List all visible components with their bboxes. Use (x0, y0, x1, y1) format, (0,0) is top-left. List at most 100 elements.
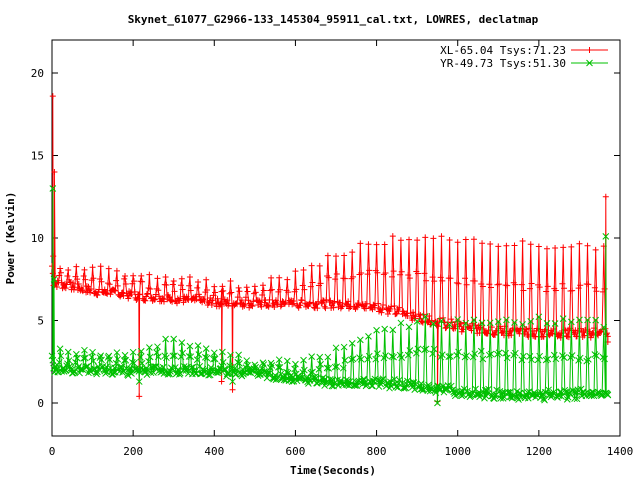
data-point-marker (79, 288, 86, 295)
x-tick-label: 600 (285, 445, 305, 458)
data-point-marker (350, 273, 357, 280)
data-point-marker (325, 274, 332, 281)
data-point-marker (142, 297, 149, 304)
data-point-marker (413, 318, 421, 325)
data-point-marker (321, 303, 328, 310)
data-point-marker (255, 297, 262, 304)
y-tick-label: 20 (31, 67, 44, 80)
data-point-marker (147, 285, 154, 292)
data-point-marker (438, 317, 445, 325)
data-point-marker (186, 274, 193, 281)
data-point-marker (120, 357, 128, 364)
data-point-marker (57, 352, 65, 360)
data-point-marker (573, 395, 581, 403)
data-point-marker (259, 291, 266, 298)
data-point-marker (390, 268, 397, 275)
data-point-marker (154, 275, 161, 282)
data-point-marker (163, 281, 170, 288)
data-point-marker (384, 311, 391, 318)
data-point-marker (329, 376, 337, 384)
data-point-marker (375, 300, 382, 307)
y-axis-label: Power (Kelvin) (4, 192, 17, 285)
data-point-marker (268, 286, 275, 293)
data-point-marker (138, 359, 146, 367)
data-point-marker (306, 300, 313, 307)
data-point-marker (373, 241, 380, 248)
data-point-marker (382, 270, 389, 277)
x-tick-label: 800 (367, 445, 387, 458)
data-point-marker (576, 316, 583, 324)
data-point-marker (170, 278, 177, 285)
data-point-marker (70, 280, 77, 287)
data-point-marker (103, 289, 110, 296)
data-point-marker (265, 303, 272, 310)
data-point-marker (445, 353, 453, 360)
data-point-marker (404, 351, 412, 359)
data-point-marker (463, 352, 470, 360)
data-point-marker (81, 266, 88, 273)
data-point-marker (324, 353, 332, 361)
data-point-marker (339, 303, 346, 310)
data-point-marker (122, 280, 129, 287)
data-point-marker (251, 361, 259, 369)
data-point-marker (50, 275, 58, 283)
data-point-marker (487, 284, 494, 291)
data-point-marker (152, 363, 160, 370)
data-point-marker (431, 278, 438, 285)
data-point-marker (560, 244, 567, 251)
data-point-marker (421, 313, 429, 320)
data-point-marker (601, 355, 608, 363)
data-point-marker (496, 281, 503, 288)
data-point-marker (559, 280, 566, 287)
data-point-marker (90, 275, 97, 282)
data-point-marker (560, 354, 568, 361)
data-point-marker (455, 280, 462, 287)
data-point-marker (418, 385, 426, 393)
data-point-marker (147, 369, 155, 377)
data-point-marker (64, 348, 72, 356)
data-point-marker (106, 281, 113, 288)
data-point-marker (563, 396, 571, 403)
data-point-marker (502, 349, 509, 357)
data-point-marker (477, 347, 485, 355)
data-point-marker (365, 241, 372, 248)
data-point-marker (446, 236, 453, 243)
data-point-marker (144, 290, 151, 297)
data-point-marker (585, 356, 592, 363)
data-point-marker (388, 352, 396, 360)
data-point-marker (81, 346, 88, 354)
data-point-marker (447, 353, 454, 360)
data-point-marker (405, 272, 412, 279)
data-point-marker (341, 252, 348, 259)
data-point-marker (317, 280, 324, 287)
data-point-marker (248, 302, 255, 309)
data-point-marker (259, 359, 267, 367)
data-point-marker (518, 281, 525, 288)
data-point-marker (423, 277, 430, 284)
data-point-marker (119, 289, 126, 296)
data-point-marker (80, 272, 87, 279)
series-yr (48, 185, 612, 407)
data-point-marker (311, 304, 318, 311)
data-point-marker (519, 237, 526, 244)
data-point-marker (463, 281, 470, 288)
data-point-marker (136, 291, 143, 298)
data-point-marker (51, 169, 58, 175)
data-point-marker (435, 384, 443, 392)
data-point-marker (524, 394, 532, 402)
data-point-marker (568, 243, 575, 250)
data-point-marker (238, 297, 245, 304)
data-point-marker (137, 347, 145, 355)
data-point-marker (479, 240, 486, 247)
plot-frame (51, 39, 621, 437)
data-point-marker (300, 356, 307, 364)
data-point-marker (339, 364, 347, 372)
data-point-marker (543, 320, 551, 327)
data-point-marker (332, 276, 339, 283)
data-point-marker (300, 267, 307, 274)
data-point-marker (98, 356, 105, 364)
data-point-marker (56, 345, 64, 353)
data-point-marker (577, 282, 584, 289)
data-point-marker (227, 277, 234, 284)
data-point-marker (528, 280, 535, 287)
